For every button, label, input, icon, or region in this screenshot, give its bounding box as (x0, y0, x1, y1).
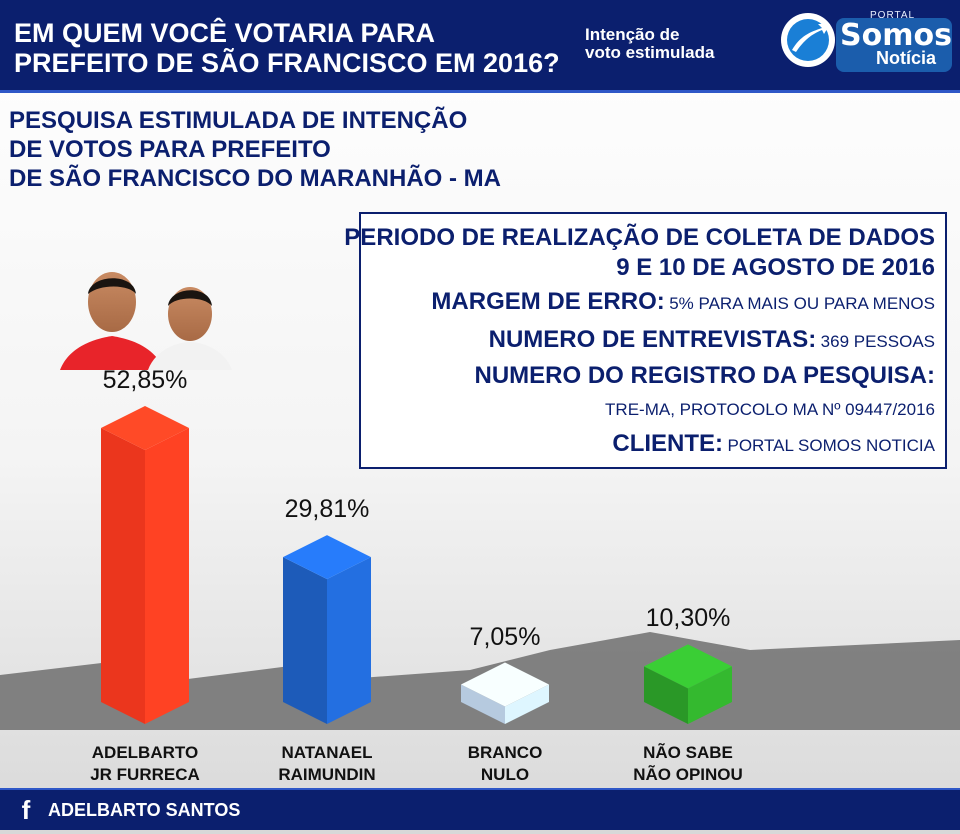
header-banner: EM QUEM VOCÊ VOTARIA PARA PREFEITO DE SÃ… (0, 0, 960, 93)
bar-0 (101, 406, 189, 724)
survey-info-box: PERIODO DE REALIZAÇÃO DE COLETA DE DADOS… (344, 212, 947, 469)
bar-left-face (644, 666, 688, 724)
bar-top-face (644, 644, 732, 689)
bar-right-face (145, 428, 189, 724)
bar-right-face (327, 557, 371, 724)
category-label-0: ADELBARTO JR FURRECA (90, 743, 200, 784)
research-title: PESQUISA ESTIMULADA DE INTENÇÃO DE VOTOS… (9, 107, 501, 192)
candidate-photo (60, 272, 232, 370)
margin-label: MARGEM DE ERRO: (431, 288, 665, 315)
bar-3 (644, 644, 732, 724)
client-row: CLIENTE: PORTAL SOMOS NOTICIA (612, 430, 935, 458)
client-label: CLIENTE: (612, 430, 724, 457)
bar-top-face (101, 406, 189, 451)
client-value: PORTAL SOMOS NOTICIA (727, 436, 936, 455)
value-label-0: 52,85% (102, 366, 188, 395)
interviews-row: NUMERO DE ENTREVISTAS: 369 PESSOAS (489, 326, 935, 354)
bar-2 (461, 662, 549, 724)
margin-row: MARGEM DE ERRO: 5% PARA MAIS OU PARA MEN… (431, 288, 935, 316)
category-label-2: BRANCO NULO (467, 743, 543, 784)
interviews-label: NUMERO DE ENTREVISTAS: (488, 326, 817, 353)
facebook-icon[interactable]: f (21, 795, 31, 825)
bar-left-face (461, 684, 505, 724)
registry-value: TRE-MA, PROTOCOLO MA Nº 09447/2016 (605, 400, 935, 419)
margin-value: 5% PARA MAIS OU PARA MENOS (669, 294, 935, 313)
logo-somos-text: Somos (840, 18, 952, 53)
bar-right-face (688, 666, 732, 724)
bar-top-face (283, 535, 371, 580)
category-label-1: NATANAEL RAIMUNDIN (278, 743, 376, 784)
bar-1 (283, 535, 371, 724)
value-label-2: 7,05% (469, 622, 541, 651)
footer-author: ADELBARTO SANTOS (48, 800, 241, 820)
bar-right-face (505, 684, 549, 724)
bar-left-face (283, 557, 327, 724)
value-label-3: 10,30% (645, 604, 731, 633)
bar-left-face (101, 428, 145, 724)
period-label: PERIODO DE REALIZAÇÃO DE COLETA DE DADOS (344, 224, 935, 251)
logo-noticia-text: Notícia (876, 48, 937, 68)
header-subtitle: Intenção de voto estimulada (585, 25, 715, 62)
bar-top-face (461, 662, 549, 707)
period-value: 9 E 10 DE AGOSTO DE 2016 (616, 254, 935, 281)
logo-portal-text: PORTAL (870, 10, 916, 21)
portal-logo-icon (781, 13, 952, 72)
registry-label: NUMERO DO REGISTRO DA PESQUISA: (474, 362, 935, 389)
footer-bar: f ADELBARTO SANTOS (0, 788, 960, 830)
interviews-value: 369 PESSOAS (820, 332, 935, 351)
category-label-3: NÃO SABE NÃO OPINOU (633, 743, 743, 784)
header-title: EM QUEM VOCÊ VOTARIA PARA PREFEITO DE SÃ… (14, 18, 560, 78)
value-label-1: 29,81% (284, 495, 370, 524)
